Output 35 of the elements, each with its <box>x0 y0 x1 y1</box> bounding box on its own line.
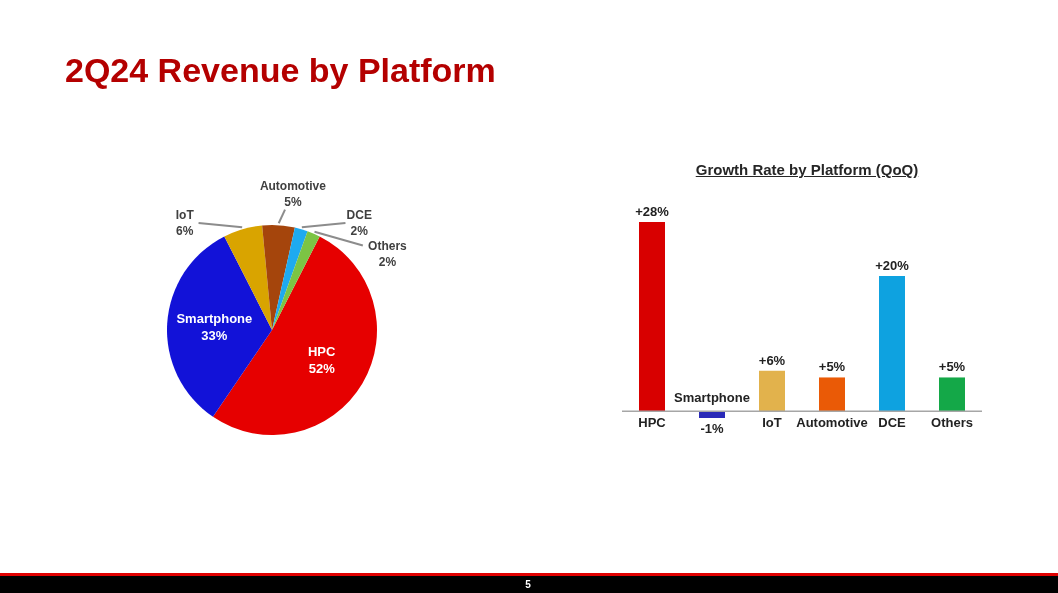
slice-label: DCE <box>346 207 372 222</box>
pie-slice <box>272 231 320 330</box>
slice-label: Smartphone <box>176 311 253 327</box>
bar <box>819 377 845 412</box>
data-label: +28% <box>635 204 670 219</box>
bar <box>879 276 905 412</box>
data-label: 33% <box>201 328 228 344</box>
pie-slice <box>262 225 295 330</box>
text: 5 <box>525 579 531 590</box>
x-tick-label: IoT <box>762 415 782 431</box>
data-label: +20% <box>875 258 910 274</box>
data-label: 2% <box>378 254 397 269</box>
bar <box>759 370 785 412</box>
data-label: -1% <box>700 421 724 436</box>
data-label: 6% <box>176 223 194 238</box>
slice-label: Automotive <box>259 178 327 193</box>
x-tick-label: Automotive <box>796 415 868 431</box>
data-label: 5% <box>284 194 302 209</box>
slice-label: IoT <box>175 207 195 222</box>
x-tick-label: Others <box>931 415 973 431</box>
bar <box>639 222 665 412</box>
data-label: +6% <box>758 352 786 368</box>
pie-slice <box>272 227 308 330</box>
data-label: 52% <box>308 361 336 377</box>
slice-label: HPC <box>307 344 337 360</box>
data-label: +5% <box>818 359 846 375</box>
bar <box>939 377 965 412</box>
pie-slice <box>167 236 272 417</box>
data-label: 2% <box>350 223 369 238</box>
data-label: +5% <box>938 359 966 375</box>
x-tick-label: HPC <box>638 415 667 431</box>
chart-title: 2Q24 Revenue by Platform <box>65 51 496 89</box>
x-tick-label: DCE <box>878 415 907 431</box>
chart-title: Growth Rate by Platform (QoQ) <box>695 161 919 178</box>
slice-label: Others <box>368 238 408 253</box>
